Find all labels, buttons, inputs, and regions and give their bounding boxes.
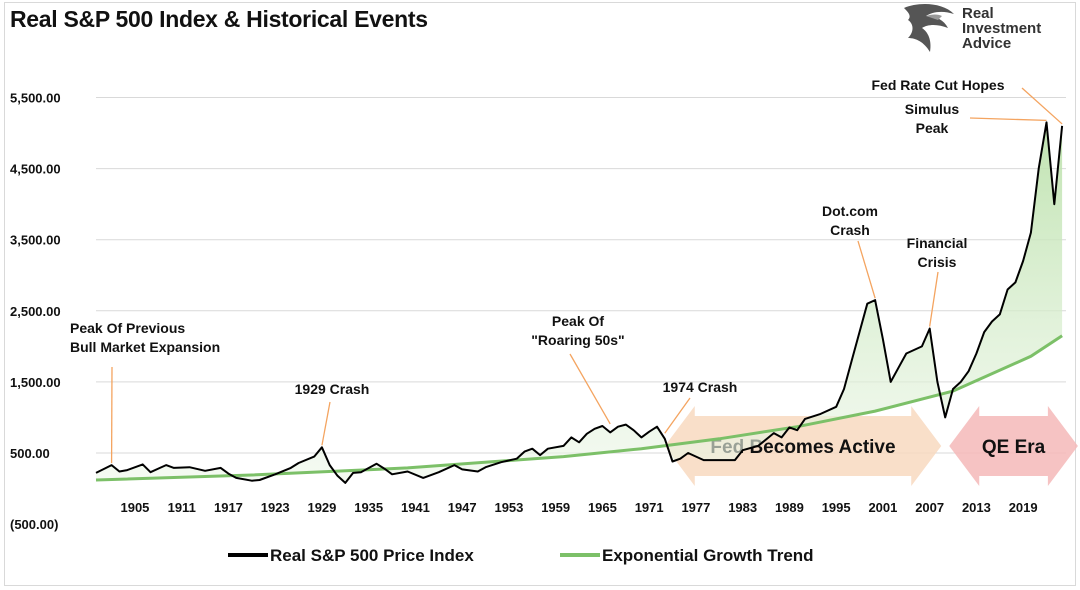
x-tick-label: 2001 (868, 500, 897, 515)
x-tick-label: 1983 (728, 500, 757, 515)
annotation-line: Simulus (905, 101, 960, 117)
annotation-label: Dot.com Crash (822, 203, 878, 238)
y-tick-label: 4,500.00 (10, 162, 61, 177)
x-tick-label: 1941 (401, 500, 430, 515)
chart-title: Real S&P 500 Index & Historical Events (10, 6, 428, 32)
x-tick-label: 1953 (494, 500, 523, 515)
logo-line-1: Real (962, 5, 994, 22)
annotation-line: "Roaring 50s" (531, 332, 624, 348)
annotation-label: Peak Of "Roaring 50s" (531, 313, 624, 348)
annotation-label: 1929 Crash (295, 381, 370, 397)
era-arrow (664, 406, 942, 486)
eagle-head-icon (904, 4, 954, 52)
annotation-line: Bull Market Expansion (70, 339, 220, 355)
annotations: Peak Of Previous Bull Market Expansion 192… (70, 77, 1063, 464)
series-trend-line (95, 334, 1063, 482)
legend: Real S&P 500 Price Index Exponential Gro… (0, 546, 1080, 570)
annotation-line: Financial (907, 235, 968, 251)
x-tick-label: 2013 (962, 500, 991, 515)
logo-line-3: Advice (962, 35, 1012, 52)
legend-swatch-price (228, 552, 268, 557)
logo-line-2: Investment (962, 20, 1042, 37)
era-arrow (949, 406, 1078, 486)
legend-item-price: Real S&P 500 Price Index (228, 546, 474, 566)
axis-labels: (500.00) 500.00 1,500.00 2,500.00 3,500.00 4,… (10, 91, 1038, 533)
annotation-leader (569, 353, 611, 425)
annotation-label: 1974 Crash (663, 379, 738, 395)
y-tick-label: 1,500.00 (10, 375, 61, 390)
annotation-leader (321, 401, 331, 446)
x-tick-label: 1971 (635, 500, 664, 515)
y-tick-label: 5,500.00 (10, 91, 61, 106)
annotation-leader (929, 271, 939, 327)
x-tick-label: 1923 (261, 500, 290, 515)
annotation-label: Fed Rate Cut Hopes (871, 77, 1004, 93)
annotation-line: Peak Of (552, 313, 604, 329)
annotation-line: Peak Of Previous (70, 320, 185, 336)
legend-label-trend: Exponential Growth Trend (602, 546, 814, 565)
annotation-line: Dot.com (822, 203, 878, 219)
legend-item-trend: Exponential Growth Trend (560, 546, 814, 566)
x-tick-label: 1905 (120, 500, 149, 515)
y-tick-label: 3,500.00 (10, 233, 61, 248)
annotation-label: Simulus Peak (905, 101, 960, 136)
x-tick-label: 1947 (448, 500, 477, 515)
annotation-leader (857, 240, 876, 299)
x-tick-label: 1989 (775, 500, 804, 515)
legend-swatch-trend (560, 552, 600, 557)
x-tick-label: 1929 (307, 500, 336, 515)
annotation-line: Peak (916, 120, 949, 136)
x-tick-label: 2007 (915, 500, 944, 515)
x-tick-label: 1959 (541, 500, 570, 515)
era-label: QE Era (982, 437, 1046, 458)
annotation-line: 1929 Crash (295, 381, 370, 397)
annotation-line: Crash (830, 222, 870, 238)
annotation-line: Fed Rate Cut Hopes (871, 77, 1004, 93)
x-tick-label: 2019 (1009, 500, 1038, 515)
annotation-label: Peak Of Previous Bull Market Expansion (70, 320, 220, 355)
annotation-leader (664, 397, 691, 434)
x-tick-label: 1911 (168, 500, 196, 515)
era-arrows: Fed Becomes Active QE Era (664, 406, 1078, 486)
chart-frame (4, 2, 1076, 586)
x-tick-label: 1965 (588, 500, 617, 515)
legend-label-price: Real S&P 500 Price Index (270, 546, 474, 565)
logo-wordmark: Real Investment Advice (962, 6, 1041, 51)
annotation-label: Financial Crisis (907, 235, 968, 270)
x-tick-label: 1935 (354, 500, 383, 515)
brand-logo: Real Investment Advice (898, 2, 1078, 62)
x-tick-label: 1995 (822, 500, 851, 515)
annotation-leader (1021, 87, 1063, 125)
y-tick-label: 2,500.00 (10, 304, 61, 319)
series-lines (95, 121, 1064, 484)
series-price-line (95, 121, 1064, 484)
annotation-leader (969, 117, 1047, 122)
x-tick-label: 1917 (214, 500, 243, 515)
annotation-line: Crisis (918, 254, 957, 270)
annotation-line: 1974 Crash (663, 379, 738, 395)
y-tick-label: 500.00 (10, 446, 50, 461)
y-tick-label: (500.00) (10, 517, 58, 532)
x-tick-label: 1977 (681, 500, 710, 515)
